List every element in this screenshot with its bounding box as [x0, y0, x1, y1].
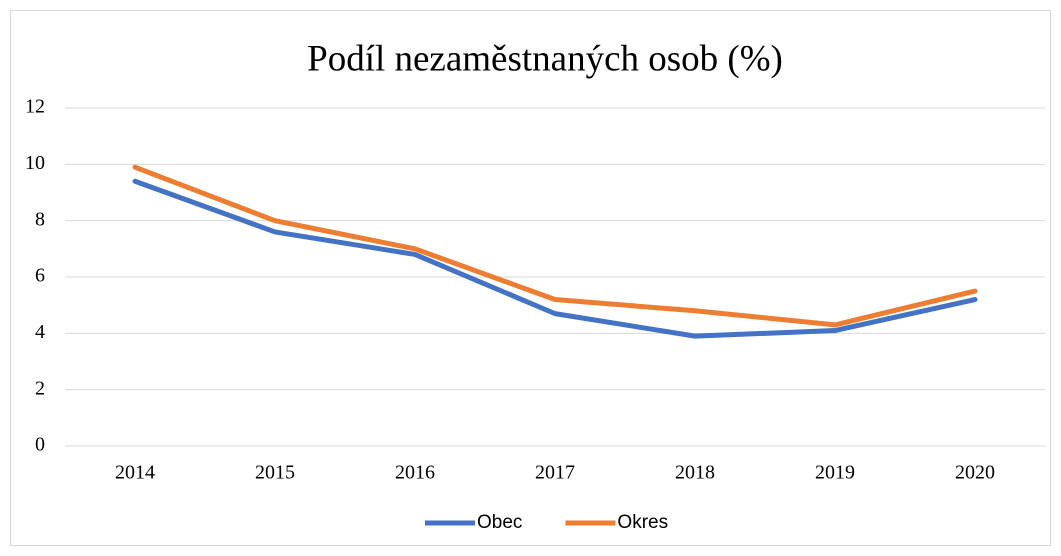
y-tick-label: 4 [35, 321, 45, 343]
chart-frame [10, 10, 1051, 546]
legend-label: Okres [617, 512, 668, 533]
legend-label: Obec [477, 512, 522, 533]
x-tick-label: 2018 [675, 462, 715, 484]
y-tick-label: 2 [35, 377, 45, 399]
x-tick-label: 2020 [955, 462, 995, 484]
x-tick-label: 2017 [535, 462, 575, 484]
y-tick-label: 10 [25, 152, 45, 174]
series-line [132, 178, 978, 339]
x-tick-label: 2016 [395, 462, 435, 484]
x-tick-label: 2019 [815, 462, 855, 484]
x-tick-label: 2015 [255, 462, 295, 484]
x-tick-label: 2014 [115, 462, 155, 484]
y-tick-label: 12 [25, 96, 45, 118]
y-tick-label: 8 [35, 208, 45, 230]
y-tick-label: 0 [35, 434, 45, 456]
chart-title: Podíl nezaměstnaných osob (%) [307, 38, 783, 79]
series-line [132, 164, 978, 328]
y-tick-label: 6 [35, 265, 45, 287]
